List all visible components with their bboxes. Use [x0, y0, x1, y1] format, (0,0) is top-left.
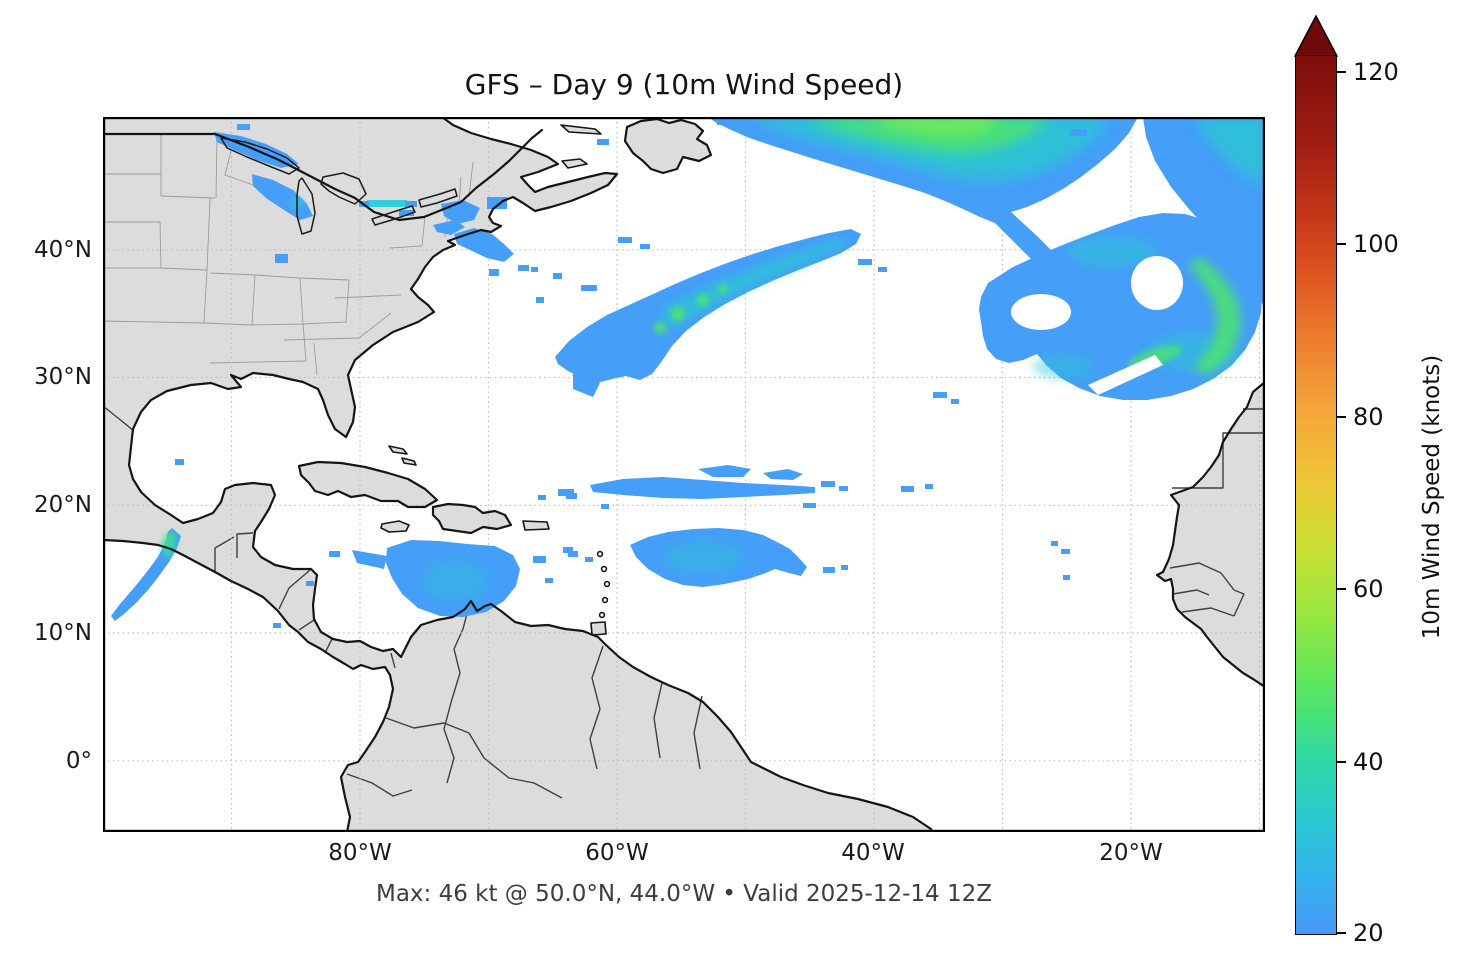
wind-region-tropical-patch	[568, 528, 848, 587]
country-borders	[103, 405, 1265, 799]
colorbar-label: 10m Wind Speed (knots)	[1419, 354, 1445, 640]
map-svg	[103, 117, 1265, 832]
land-americas	[103, 117, 933, 832]
great-lakes-outlines	[220, 137, 458, 235]
xtick-40w: 40°W	[841, 840, 905, 866]
wind-region-caribbean-patch	[306, 540, 573, 617]
ytick-0: 0°	[65, 748, 92, 774]
wind-region-east-coast	[433, 197, 544, 303]
wind-core-teal-central	[663, 239, 847, 331]
wind-core-green-azores	[1189, 257, 1241, 375]
ytick-40n: 40°N	[34, 237, 92, 263]
wind-core-peak-north	[863, 117, 1003, 135]
map-canvas	[103, 117, 1265, 832]
wind-shading	[111, 117, 1265, 628]
xtick-60w: 60°W	[585, 840, 649, 866]
colorbar-gradient	[1295, 55, 1337, 935]
us-canada-border	[103, 128, 544, 222]
colorbar-extend-arrow	[1293, 14, 1339, 57]
wind-region-tehuantepec	[111, 459, 281, 628]
land-fills	[103, 117, 1265, 832]
ytick-10n: 10°N	[34, 620, 92, 646]
lesser-antilles	[596, 550, 611, 619]
ytick-20n: 20°N	[34, 492, 92, 518]
page-title: GFS – Day 9 (10m Wind Speed)	[464, 68, 904, 101]
state-borders	[103, 133, 474, 376]
caption: Max: 46 kt @ 50.0°N, 44.0°W • Valid 2025…	[375, 881, 993, 907]
map-border	[103, 117, 1265, 832]
xtick-20w: 20°W	[1099, 840, 1163, 866]
wind-region-trade-band	[538, 465, 933, 508]
wind-core-teal-corner	[1193, 117, 1265, 187]
ytick-30n: 30°N	[34, 364, 92, 390]
coastlines	[103, 117, 1265, 832]
xtick-80w: 80°W	[328, 840, 392, 866]
wind-hole-azores	[1131, 256, 1183, 310]
